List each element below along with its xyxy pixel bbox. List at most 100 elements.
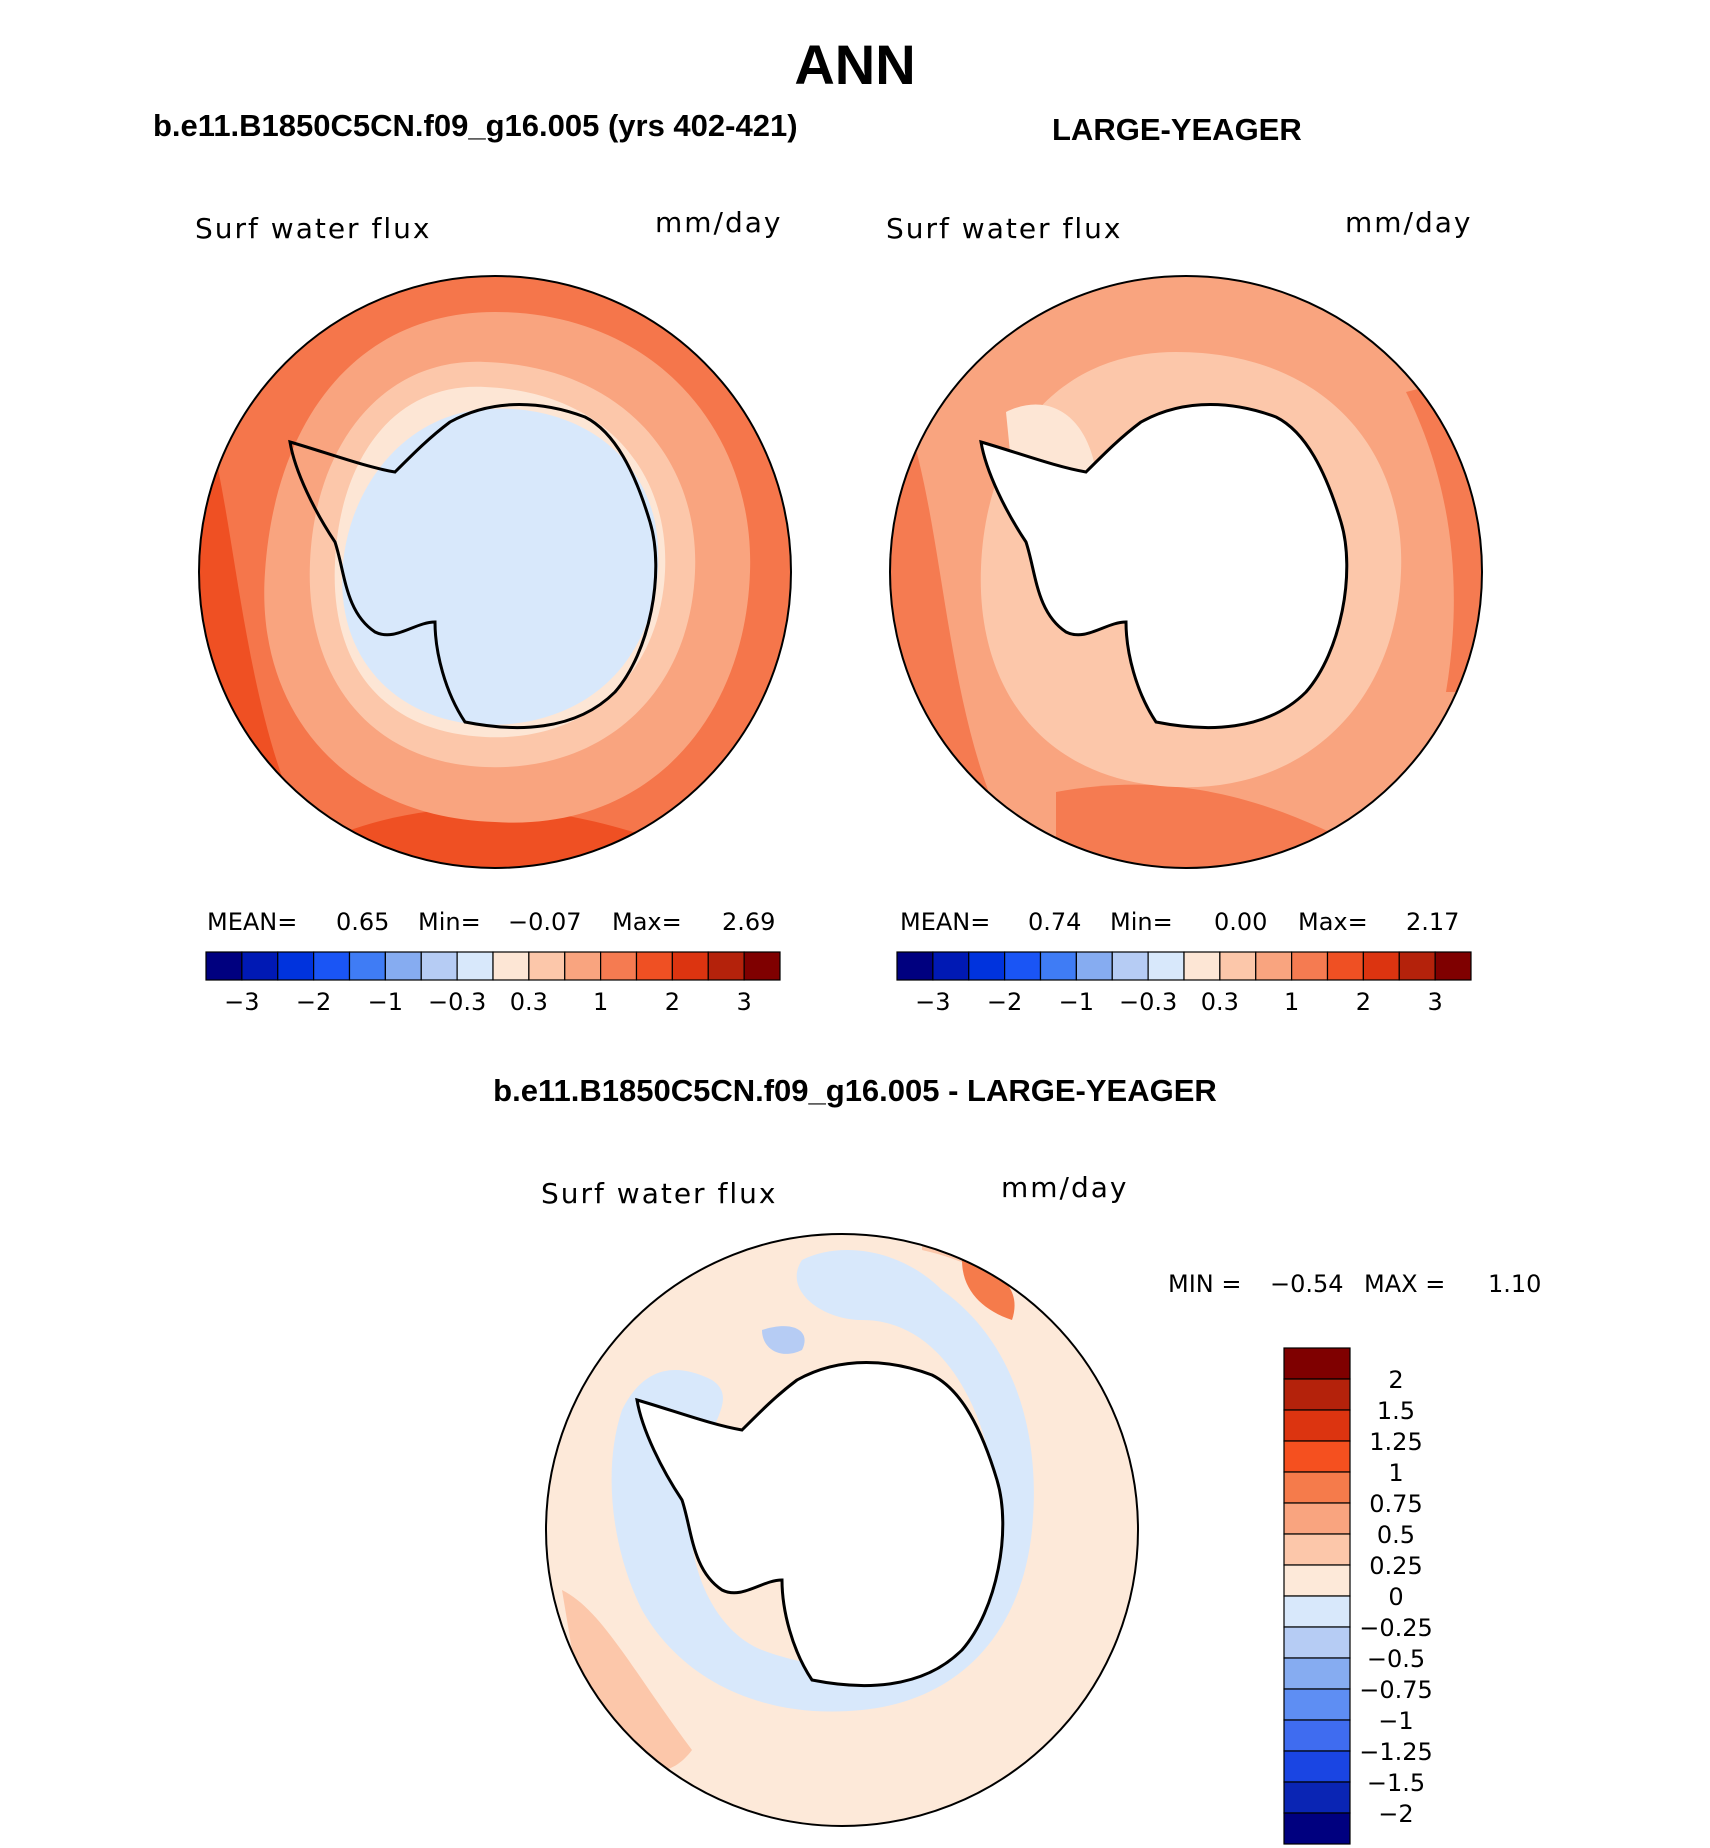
colorbar-swatch — [564, 951, 602, 981]
colorbar-swatch — [1219, 951, 1257, 981]
colorbar-swatch — [241, 951, 279, 981]
colorbar-swatch — [1147, 951, 1185, 981]
colorbar-swatch — [1111, 951, 1149, 981]
colorbar-tick-label: −1 — [368, 988, 403, 1016]
colorbar-swatch — [528, 951, 566, 981]
colorbar-swatch — [313, 951, 351, 981]
colorbar-tick-label: −2 — [987, 988, 1022, 1016]
colorbar-tick-label: 1 — [1388, 1459, 1403, 1487]
colorbar-swatch — [1283, 1688, 1351, 1721]
colorbar-swatch — [1283, 1347, 1351, 1380]
colorbar-tick-label: 1 — [593, 988, 608, 1016]
colorbar-swatch — [492, 951, 530, 981]
model-mean-value: 0.65 — [336, 908, 390, 936]
model-variable-label: Surf water flux — [195, 212, 432, 245]
diff-min-label: MIN = — [1168, 1270, 1242, 1298]
diff-land-mask — [635, 1361, 1005, 1688]
page-title: ANN — [794, 33, 916, 96]
colorbar-tick-label: 0.3 — [510, 988, 548, 1016]
obs-min-value: 0.00 — [1214, 908, 1268, 936]
colorbar-swatch — [600, 951, 638, 981]
colorbar-tick-label: −1 — [1059, 988, 1094, 1016]
colorbar-tick-label: −0.3 — [1119, 988, 1177, 1016]
colorbar-swatch — [1255, 951, 1293, 981]
colorbar-tick-label: −2 — [296, 988, 331, 1016]
model-units-label: mm/day — [655, 206, 783, 239]
colorbar-swatch — [1362, 951, 1400, 981]
colorbar-swatch — [1283, 1440, 1351, 1473]
colorbar-swatch — [1283, 1471, 1351, 1504]
colorbar-tick-label: −0.5 — [1367, 1645, 1425, 1673]
colorbar-swatch — [1039, 951, 1077, 981]
colorbar-swatch — [707, 951, 745, 981]
colorbar-swatch — [1283, 1378, 1351, 1411]
colorbar-swatch — [968, 951, 1006, 981]
obs-mean-value: 0.74 — [1028, 908, 1082, 936]
colorbar-swatch — [1283, 1564, 1351, 1597]
colorbar-tick-label: −1 — [1378, 1707, 1413, 1735]
model-max-value: 2.69 — [722, 908, 776, 936]
colorbar-tick-label: 0.75 — [1369, 1490, 1422, 1518]
colorbar-swatch — [671, 951, 709, 981]
colorbar-tick-label: −1.5 — [1367, 1769, 1425, 1797]
diff-negative-patch — [762, 1326, 805, 1354]
colorbar-swatch — [277, 951, 315, 981]
obs-max-value: 2.17 — [1406, 908, 1460, 936]
diff-max-value: 1.10 — [1488, 1270, 1542, 1298]
colorbar-swatch — [1283, 1781, 1351, 1814]
colorbar-tick-label: −3 — [224, 988, 259, 1016]
colorbar-swatch — [1283, 1812, 1351, 1845]
diff-polar-map — [545, 1233, 1139, 1827]
colorbar-tick-label: −3 — [915, 988, 950, 1016]
colorbar-tick-label: 1.25 — [1369, 1428, 1422, 1456]
colorbar-swatch — [1434, 951, 1472, 981]
colorbar-tick-label: −2 — [1378, 1800, 1413, 1828]
colorbar-swatch — [348, 951, 386, 981]
colorbar-tick-label: 2 — [1356, 988, 1371, 1016]
colorbar-tick-label: 1.5 — [1377, 1397, 1415, 1425]
colorbar-swatch — [635, 951, 673, 981]
colorbar-swatch — [420, 951, 458, 981]
colorbar-tick-label: 0 — [1388, 1583, 1403, 1611]
diff-variable-label: Surf water flux — [541, 1177, 778, 1210]
model-min-value: −0.07 — [508, 908, 582, 936]
model-min-label: Min= — [418, 908, 481, 936]
colorbar-swatch — [1283, 1657, 1351, 1690]
diff-units-label: mm/day — [1001, 1171, 1129, 1204]
colorbar-swatch — [1283, 1595, 1351, 1628]
colorbar-swatch — [1283, 1533, 1351, 1566]
obs-units-label: mm/day — [1345, 206, 1473, 239]
model-polar-map — [198, 275, 792, 869]
colorbar-tick-label: 2 — [1388, 1366, 1403, 1394]
colorbar-swatch — [456, 951, 494, 981]
diff-high-positive-ne — [962, 1260, 1015, 1320]
obs-max-label: Max= — [1298, 908, 1368, 936]
obs-polar-map — [889, 275, 1483, 869]
colorbar-tick-label: −0.25 — [1359, 1614, 1433, 1642]
obs-colorbar: −3 −2 −1 −0.3 0.3 1 2 3 — [896, 951, 1472, 1016]
obs-variable-label: Surf water flux — [886, 212, 1123, 245]
colorbar-swatch — [1283, 1502, 1351, 1535]
colorbar-swatch — [1398, 951, 1436, 981]
colorbar-swatch — [1004, 951, 1042, 981]
diff-colorbar: 2 1.5 1.25 1 0.75 0.5 0.25 0 −0.25 −0.5 −0.75 −1 −1.… — [1283, 1347, 1433, 1845]
colorbar-swatch — [1075, 951, 1113, 981]
colorbar-swatch — [896, 951, 934, 981]
diff-case-title: b.e11.B1850C5CN.f09_g16.005 - LARGE-YEAG… — [493, 1073, 1217, 1108]
colorbar-tick-label: 1 — [1284, 988, 1299, 1016]
colorbar-swatch — [384, 951, 422, 981]
colorbar-tick-label: −0.3 — [428, 988, 486, 1016]
model-mean-label: MEAN= — [207, 908, 298, 936]
model-colorbar: −3 −2 −1 −0.3 0.3 1 2 3 — [205, 951, 781, 1016]
colorbar-swatch — [205, 951, 243, 981]
colorbar-swatch — [932, 951, 970, 981]
diff-min-value: −0.54 — [1270, 1270, 1344, 1298]
colorbar-swatch — [743, 951, 781, 981]
colorbar-tick-label: −0.75 — [1359, 1676, 1433, 1704]
colorbar-tick-label: 2 — [665, 988, 680, 1016]
colorbar-tick-label: 0.25 — [1369, 1552, 1422, 1580]
obs-case-title: LARGE-YEAGER — [1052, 112, 1302, 147]
colorbar-tick-label: 0.5 — [1377, 1521, 1415, 1549]
colorbar-swatch — [1283, 1719, 1351, 1752]
obs-min-label: Min= — [1110, 908, 1173, 936]
